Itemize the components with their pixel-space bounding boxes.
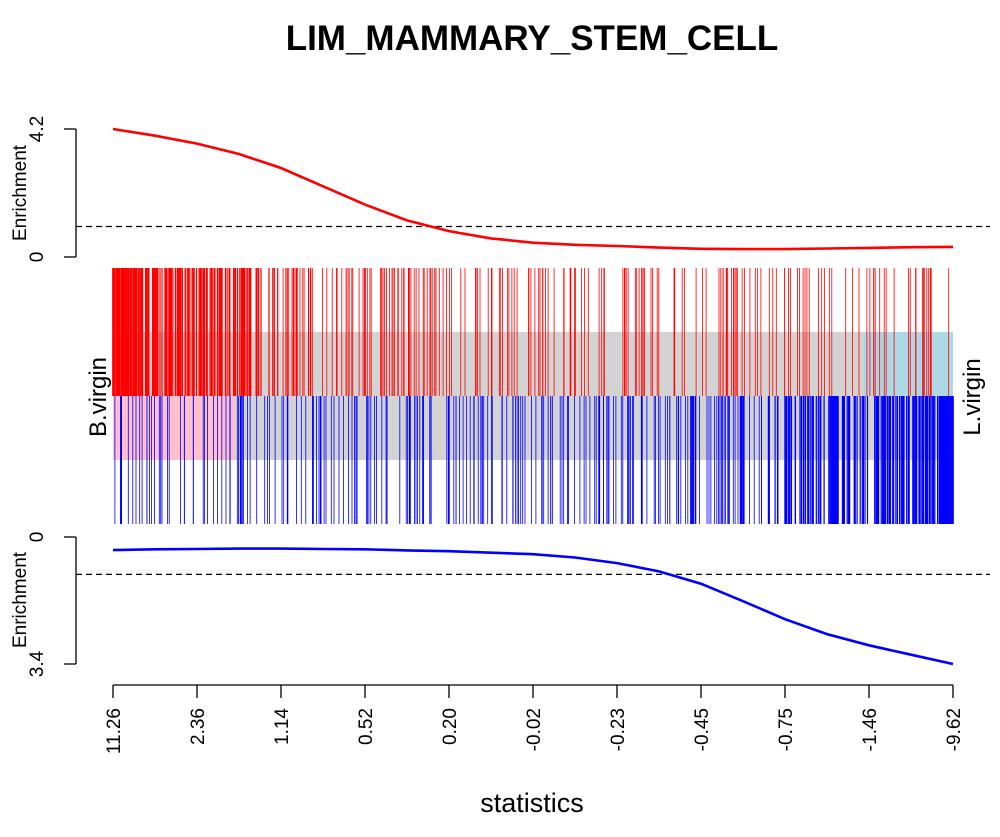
- down-enrichment-curve: [112, 547, 954, 666]
- down-enrichment-panel: 0 3.4 Enrichment: [10, 532, 990, 677]
- chart-title: LIM_MAMMARY_STEM_CELL: [286, 19, 779, 58]
- x-tick-label: -0.23: [608, 708, 629, 751]
- x-tick-label: -9.62: [944, 708, 965, 751]
- down-y-tick-label-top: 0: [27, 532, 48, 543]
- down-gene-bars: [114, 396, 954, 524]
- up-enrichment-curve: [112, 127, 954, 251]
- down-band-background-left: [113, 396, 235, 460]
- up-y-tick-label-top: 4.2: [27, 116, 48, 142]
- x-tick-label: 1.14: [272, 708, 293, 745]
- x-ticks: 11.26 2.36 1.14 0.52 0.20 -0.02 -0.23 -0.45 -0.7…: [104, 685, 965, 754]
- down-y-axis-label: Enrichment: [10, 551, 31, 648]
- barcode-strip: [112, 268, 954, 524]
- left-group-label: B.virgin: [85, 357, 112, 437]
- x-tick-label: 11.26: [104, 708, 125, 754]
- up-y-axis-label: Enrichment: [10, 144, 31, 241]
- x-tick-label: 2.36: [188, 708, 209, 745]
- x-axis: 11.26 2.36 1.14 0.52 0.20 -0.02 -0.23 -0.45 -0.7…: [104, 684, 965, 754]
- up-gene-bars: [112, 268, 950, 396]
- right-group-label: L.virgin: [959, 358, 986, 435]
- x-tick-label: -1.46: [860, 708, 881, 751]
- x-tick-label: -0.75: [776, 708, 797, 751]
- x-tick-label: 0.20: [440, 708, 461, 745]
- up-enrichment-panel: 4.2 0 Enrichment: [10, 116, 990, 263]
- down-band-background-right: [235, 396, 953, 460]
- down-y-tick-label-bottom: 3.4: [27, 650, 48, 677]
- x-tick-label: 0.52: [356, 708, 377, 745]
- x-tick-label: -0.02: [524, 708, 545, 751]
- x-axis-label: statistics: [480, 788, 584, 818]
- up-y-tick-label-bottom: 0: [27, 252, 48, 263]
- x-tick-label: -0.45: [692, 708, 713, 751]
